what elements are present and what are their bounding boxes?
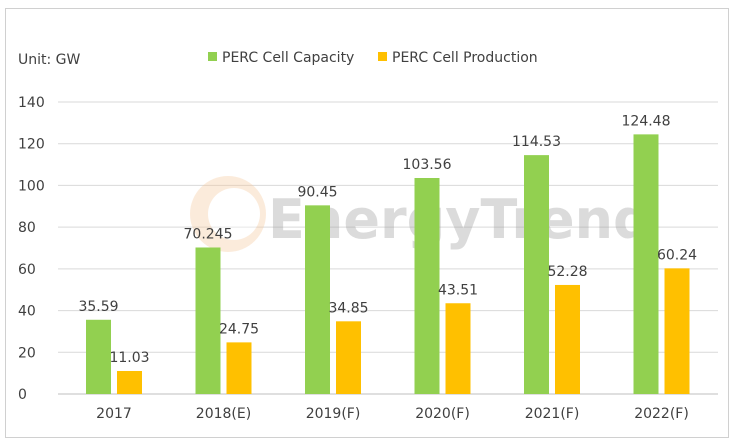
x-tick-label: 2019(F) xyxy=(306,406,361,422)
chart-frame xyxy=(5,8,729,438)
bar-capacity xyxy=(305,205,330,394)
bar-capacity xyxy=(86,319,111,394)
x-tick-label: 2022(F) xyxy=(634,406,689,422)
watermark-logo-icon xyxy=(190,176,266,252)
bar-capacity xyxy=(195,247,221,394)
y-tick-label: 40 xyxy=(18,304,36,320)
y-tick-label: 100 xyxy=(18,178,45,194)
y-tick-label: 20 xyxy=(18,345,36,361)
y-tick-label: 120 xyxy=(18,137,45,153)
bar-capacity xyxy=(633,134,659,394)
data-label: 34.85 xyxy=(328,300,368,316)
data-label: 114.53 xyxy=(512,134,561,150)
data-label: 70.245 xyxy=(184,226,233,242)
data-label: 11.03 xyxy=(109,350,149,366)
x-tick-label: 2021(F) xyxy=(525,406,580,422)
legend-label: PERC Cell Production xyxy=(392,50,538,66)
data-label: 60.24 xyxy=(657,247,697,263)
y-tick-label: 140 xyxy=(18,95,45,111)
bar-production xyxy=(226,342,252,394)
data-label: 43.51 xyxy=(438,282,478,298)
watermark-text: EnergyTrend xyxy=(268,188,652,251)
data-label: 52.28 xyxy=(547,264,587,280)
x-tick-label: 2020(F) xyxy=(415,406,470,422)
x-tick-label: 2018(E) xyxy=(196,406,251,422)
bar-production xyxy=(336,321,361,394)
bar-capacity xyxy=(414,178,440,394)
y-tick-label: 0 xyxy=(18,387,27,403)
data-label: 103.56 xyxy=(403,157,452,173)
legend-label: PERC Cell Capacity xyxy=(222,50,354,66)
unit-label: Unit: GW xyxy=(18,52,81,68)
legend-swatch xyxy=(208,52,217,61)
bar-production xyxy=(664,268,690,394)
watermark: EnergyTrend xyxy=(190,176,652,252)
legend-swatch xyxy=(378,52,387,61)
bar-production xyxy=(117,370,142,394)
bar-production xyxy=(555,284,580,394)
y-tick-label: 60 xyxy=(18,262,36,278)
data-label: 90.45 xyxy=(297,184,337,200)
y-tick-label: 80 xyxy=(18,220,36,236)
x-tick-label: 2017 xyxy=(96,406,132,422)
bar-production xyxy=(445,303,471,394)
data-label: 35.59 xyxy=(78,299,118,315)
data-label: 124.48 xyxy=(622,113,671,129)
bar-capacity xyxy=(524,155,549,394)
data-label: 24.75 xyxy=(219,321,259,337)
